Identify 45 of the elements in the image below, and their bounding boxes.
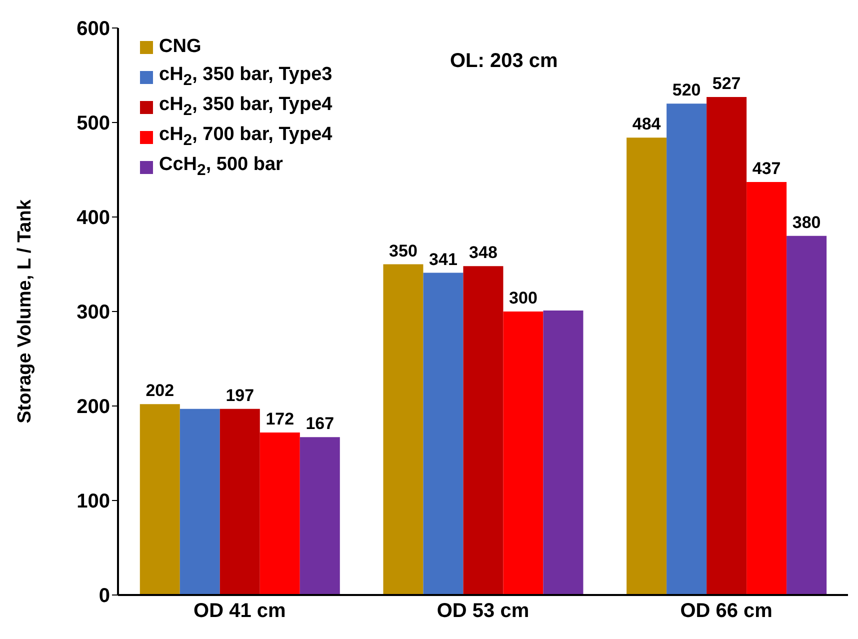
data-label: 300 xyxy=(509,288,538,308)
data-label: 350 xyxy=(389,241,418,260)
data-label: 202 xyxy=(146,381,174,400)
data-label: 380 xyxy=(792,212,821,232)
y-tick-label: 400 xyxy=(76,207,110,230)
bar xyxy=(383,264,424,595)
y-tick-label: 0 xyxy=(98,585,110,608)
data-label: 197 xyxy=(226,386,254,405)
data-label: 527 xyxy=(712,74,741,93)
x-tick-label: OD 41 cm xyxy=(194,600,286,622)
bar xyxy=(260,432,300,595)
y-tick-label: 500 xyxy=(76,112,110,135)
legend-label: cH$_{2}$, 700 bar, Type4 xyxy=(159,124,332,150)
bar xyxy=(666,104,707,595)
data-label: 167 xyxy=(306,414,334,434)
annotation: OL: 203 cm xyxy=(450,50,558,73)
data-label: 348 xyxy=(469,243,498,262)
legend-label: cH$_{2}$, 350 bar, Type4 xyxy=(159,94,332,120)
y-axis-title: Storage Volume, L / Tank xyxy=(14,199,36,424)
bar xyxy=(503,312,544,595)
bar xyxy=(220,408,260,595)
x-tick-label: OD 66 cm xyxy=(680,600,772,622)
data-label: 437 xyxy=(752,159,781,178)
bar xyxy=(746,182,787,595)
y-tick-label: 600 xyxy=(76,18,110,40)
x-tick-label: OD 53 cm xyxy=(436,600,530,622)
y-tick-label: 200 xyxy=(76,396,110,418)
y-tick-label: 100 xyxy=(76,490,110,513)
bar xyxy=(423,272,464,595)
bar xyxy=(180,408,220,595)
bar xyxy=(140,404,180,595)
bar xyxy=(463,266,504,595)
legend-label: CcH$_{2}$, 500 bar xyxy=(159,154,283,180)
data-label: 484 xyxy=(632,114,662,134)
y-tick-label: 300 xyxy=(76,302,110,324)
bar xyxy=(300,437,340,595)
data-label: 520 xyxy=(672,80,701,100)
bar xyxy=(786,236,827,595)
legend-label: CNG xyxy=(159,36,202,58)
bar xyxy=(626,138,667,595)
bar xyxy=(543,310,584,595)
legend-label: cH$_{2}$, 350 bar, Type3 xyxy=(159,64,332,90)
data-label: 172 xyxy=(266,409,294,428)
bar xyxy=(706,96,747,595)
data-label: 341 xyxy=(429,250,458,269)
